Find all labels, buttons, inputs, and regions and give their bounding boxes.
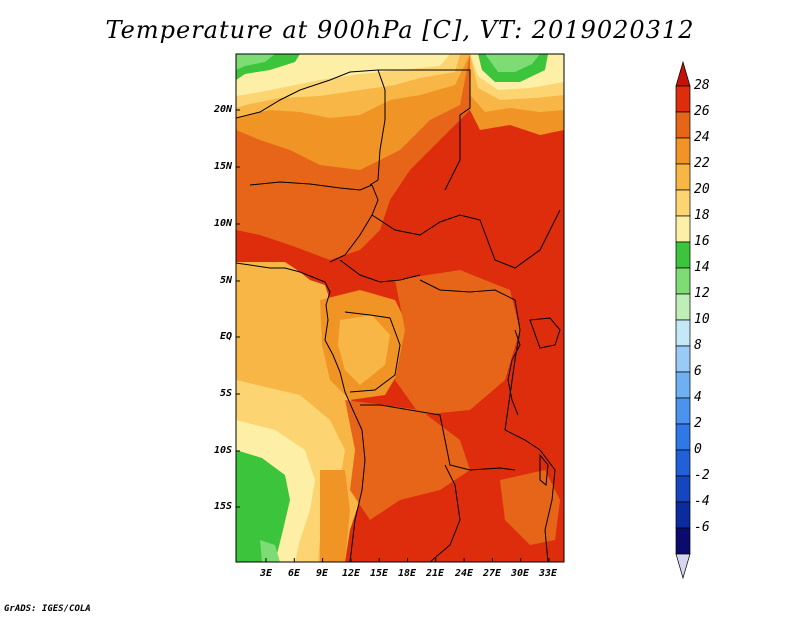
- lon-label-15e: 15E: [369, 568, 389, 579]
- colorbar-label-2: 2: [694, 416, 702, 431]
- border-w1: [249, 181, 373, 191]
- colorbar-label-m4: -4: [694, 494, 710, 509]
- colorbar-swatch-c_6: [675, 371, 691, 399]
- field-se-26: [500, 470, 560, 545]
- colorbar-swatch-c_m4: [675, 501, 691, 529]
- field-south-26: [345, 400, 470, 520]
- temperature-field: [236, 54, 564, 562]
- colorbar-swatch-c_28: [675, 85, 691, 113]
- border-angola: [360, 404, 516, 471]
- border-w2: [329, 184, 379, 263]
- colorbar-label-18: 18: [694, 208, 710, 223]
- colorbar-swatch-c_24: [675, 137, 691, 165]
- border-zambia: [429, 464, 461, 562]
- colorbar: [675, 60, 691, 580]
- field-ne-14: [485, 54, 540, 72]
- lon-label-33e: 33E: [538, 568, 558, 579]
- border-c1: [371, 209, 561, 269]
- colorbar-swatch-c_m2: [675, 475, 691, 503]
- lat-label-5n: 5N: [219, 275, 232, 286]
- colorbar-label-8: 8: [694, 338, 702, 353]
- border-c2: [339, 259, 421, 283]
- colorbar-swatch-c_0: [675, 449, 691, 477]
- colorbar-label-10: 10: [694, 312, 710, 327]
- colorbar-swatch-c_20: [675, 189, 691, 217]
- colorbar-label-14: 14: [694, 260, 710, 275]
- lake-victoria: [529, 317, 561, 349]
- map-frame: [235, 53, 565, 563]
- lat-label-eq: EQ: [219, 331, 232, 342]
- lon-label-27e: 27E: [482, 568, 502, 579]
- colorbar-label-m6: -6: [694, 520, 710, 535]
- colorbar-swatch-c_4: [675, 397, 691, 425]
- border-drc-e: [419, 279, 521, 431]
- colorbar-swatch-c_14: [675, 267, 691, 295]
- lat-label-15n: 15N: [213, 161, 232, 172]
- colorbar-arrow-top: [675, 60, 691, 87]
- colorbar-swatch-c_12: [675, 293, 691, 321]
- border-malawi: [504, 429, 556, 562]
- field-ocean-14: [260, 540, 280, 562]
- colorbar-label-16: 16: [694, 234, 710, 249]
- lon-label-30e: 30E: [510, 568, 530, 579]
- axis-ticks: [236, 109, 550, 562]
- lat-label-15s: 15S: [213, 501, 232, 512]
- lon-label-21e: 21E: [425, 568, 445, 579]
- colorbar-label-26: 26: [694, 104, 710, 119]
- chart-title: Temperature at 900hPa [C], VT: 201902031…: [105, 16, 695, 44]
- border-n1: [236, 69, 379, 119]
- colorbar-swatch-c_8: [675, 345, 691, 373]
- border-n3: [378, 69, 471, 191]
- lake-tanganyika: [507, 329, 521, 416]
- country-borders: [236, 69, 561, 562]
- colorbar-swatch-c_26: [675, 111, 691, 139]
- colorbar-label-m2: -2: [694, 468, 710, 483]
- lat-label-10n: 10N: [213, 218, 232, 229]
- field-ocean-16: [236, 450, 290, 562]
- colorbar-label-28: 28: [694, 78, 710, 93]
- colorbar-swatch-c_22: [675, 163, 691, 191]
- colorbar-swatch-c_10: [675, 319, 691, 347]
- field-nw-14: [236, 54, 275, 70]
- colorbar-arrow-bottom: [675, 553, 691, 580]
- field-central-26: [395, 270, 520, 415]
- colorbar-label-12: 12: [694, 286, 710, 301]
- colorbar-swatch-c_16: [675, 241, 691, 269]
- field-south-24: [320, 470, 350, 562]
- colorbar-swatch-c_m6: [675, 527, 691, 555]
- lat-label-10s: 10S: [213, 445, 232, 456]
- grads-credit: GrADS: IGES/COLA: [4, 604, 91, 614]
- lat-label-20n: 20N: [213, 104, 232, 115]
- border-gabon: [344, 311, 401, 393]
- lake-malawi: [539, 453, 549, 486]
- border-n2: [369, 69, 386, 186]
- lon-label-18e: 18E: [397, 568, 417, 579]
- lat-label-5s: 5S: [219, 388, 232, 399]
- lon-label-9e: 9E: [315, 568, 329, 579]
- lon-label-6e: 6E: [287, 568, 301, 579]
- lon-label-12e: 12E: [341, 568, 361, 579]
- colorbar-label-4: 4: [694, 390, 702, 405]
- lon-label-3e: 3E: [259, 568, 273, 579]
- colorbar-label-24: 24: [694, 130, 710, 145]
- lon-label-24e: 24E: [454, 568, 474, 579]
- colorbar-label-0: 0: [694, 442, 702, 457]
- colorbar-label-6: 6: [694, 364, 702, 379]
- colorbar-swatch-c_2: [675, 423, 691, 451]
- coastline: [236, 262, 366, 562]
- colorbar-label-22: 22: [694, 156, 710, 171]
- colorbar-swatch-c_18: [675, 215, 691, 243]
- field-congo-22: [338, 315, 390, 385]
- colorbar-label-20: 20: [694, 182, 710, 197]
